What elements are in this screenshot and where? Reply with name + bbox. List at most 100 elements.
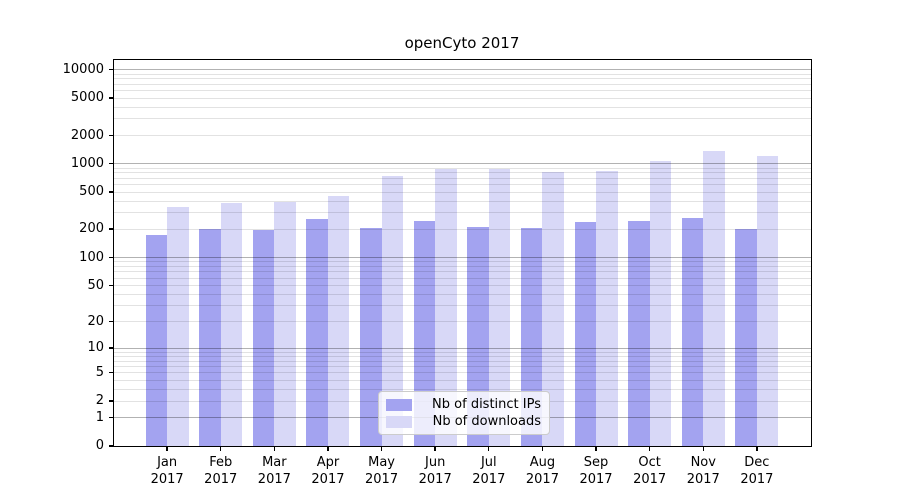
y-axis-tick <box>108 228 113 230</box>
x-axis-tick-label: Jan 2017 <box>150 454 184 487</box>
gridline-minor <box>113 266 811 268</box>
gridline-minor <box>113 184 811 186</box>
x-axis-tick-label: Sep 2017 <box>579 454 613 487</box>
gridline-minor <box>113 305 811 307</box>
bar-downloads <box>596 170 618 446</box>
gridline-minor <box>113 366 811 368</box>
y-axis-tick-label: 100 <box>79 249 104 265</box>
y-axis-tick <box>108 284 113 286</box>
y-axis-tick <box>108 371 113 374</box>
y-axis-tick-label: 500 <box>79 184 104 200</box>
gridline-minor <box>113 135 811 137</box>
y-axis-tick-label: 5000 <box>70 90 104 106</box>
legend-swatch-distinct-ips <box>386 398 412 411</box>
x-axis-tick <box>220 446 222 451</box>
plot-area <box>112 58 812 447</box>
bar-downloads <box>542 172 564 446</box>
bar-downloads <box>435 168 457 446</box>
x-axis-tick-label: Mar 2017 <box>257 454 291 487</box>
x-axis-tick <box>327 446 329 451</box>
y-axis-tick <box>108 400 113 402</box>
x-axis-tick-label: May 2017 <box>365 454 399 487</box>
bar-distinct-ips <box>681 217 704 446</box>
gridline-minor <box>113 379 811 381</box>
y-axis-tick-label: 5 <box>95 364 104 380</box>
gridline-minor <box>113 351 811 353</box>
bar-downloads <box>649 161 672 446</box>
y-axis-tick-label: 1 <box>95 409 104 425</box>
bar-distinct-ips <box>574 221 597 446</box>
legend-item-distinct-ips: Nb of distinct IPs <box>386 396 541 413</box>
bar-distinct-ips <box>735 228 757 446</box>
x-axis-tick <box>595 446 597 451</box>
y-axis-tick <box>108 191 113 193</box>
y-axis-tick-label: 0 <box>95 438 104 454</box>
gridline-minor <box>113 200 811 202</box>
gridline-minor <box>113 97 811 99</box>
y-axis-tick-label: 1000 <box>70 155 104 171</box>
gridline-minor <box>113 277 811 279</box>
x-axis-tick <box>541 446 544 451</box>
gridline-minor <box>113 78 811 80</box>
y-axis-tick-label: 2000 <box>70 127 104 143</box>
gridline-minor <box>113 167 811 169</box>
x-axis-tick-label: Aug 2017 <box>525 454 559 487</box>
gridline-minor <box>113 355 811 357</box>
gridline-minor <box>113 360 811 362</box>
y-axis-tick <box>108 320 113 323</box>
y-axis-tick-label: 50 <box>87 277 104 293</box>
y-axis-tick <box>108 97 113 99</box>
x-axis-tick-label: Feb 2017 <box>204 454 238 487</box>
x-axis-tick <box>756 446 758 451</box>
x-axis-tick-label: Apr 2017 <box>311 454 345 487</box>
gridline-minor <box>113 118 811 120</box>
gridline-minor <box>113 172 811 174</box>
gridline-minor <box>113 83 811 85</box>
x-axis-tick <box>273 446 276 451</box>
gridline-minor <box>113 191 811 193</box>
y-axis-tick-label: 20 <box>87 313 104 329</box>
x-axis-tick-label: Dec 2017 <box>740 454 774 487</box>
x-axis-tick-label: Oct 2017 <box>633 454 667 487</box>
gridline-minor <box>113 321 811 323</box>
gridline-major <box>113 347 811 349</box>
bar-distinct-ips <box>306 219 328 446</box>
bar-downloads <box>381 176 404 446</box>
x-axis-tick-label: Jul 2017 <box>472 454 506 487</box>
x-axis-tick <box>648 446 651 451</box>
legend-swatch-downloads <box>386 415 412 428</box>
x-axis-tick <box>380 446 383 451</box>
bar-downloads <box>220 203 243 446</box>
y-axis-tick <box>108 347 113 349</box>
x-axis-tick-label: Nov 2017 <box>686 454 720 487</box>
y-axis-tick <box>108 68 113 71</box>
gridline-minor <box>113 212 811 214</box>
legend-label-distinct-ips: Nb of distinct IPs <box>432 397 541 412</box>
y-axis-tick-label: 10000 <box>62 61 104 77</box>
y-axis-tick <box>108 256 113 258</box>
gridline-major <box>113 257 811 259</box>
gridline-minor <box>113 73 811 75</box>
x-axis-tick-label: Jun 2017 <box>418 454 452 487</box>
chart-title: openCyto 2017 <box>404 34 520 52</box>
bar-distinct-ips <box>145 234 168 446</box>
y-axis-tick-label: 2 <box>95 393 104 409</box>
gridline-minor <box>113 177 811 179</box>
y-axis-tick <box>108 416 113 419</box>
gridline-major <box>113 163 811 165</box>
y-axis-tick <box>108 162 113 165</box>
bar-distinct-ips <box>360 228 382 446</box>
bar-distinct-ips <box>628 221 650 446</box>
gridline-minor <box>113 372 811 374</box>
bar-downloads <box>167 207 189 446</box>
bar-distinct-ips <box>252 229 275 446</box>
gridline-minor <box>113 293 811 295</box>
y-axis-tick <box>108 134 113 136</box>
gridline-minor <box>113 106 811 108</box>
gridline-minor <box>113 261 811 263</box>
x-axis-tick <box>166 446 168 451</box>
gridline-minor <box>113 228 811 230</box>
bar-distinct-ips <box>199 228 221 446</box>
y-axis-tick-label: 10 <box>87 340 104 356</box>
